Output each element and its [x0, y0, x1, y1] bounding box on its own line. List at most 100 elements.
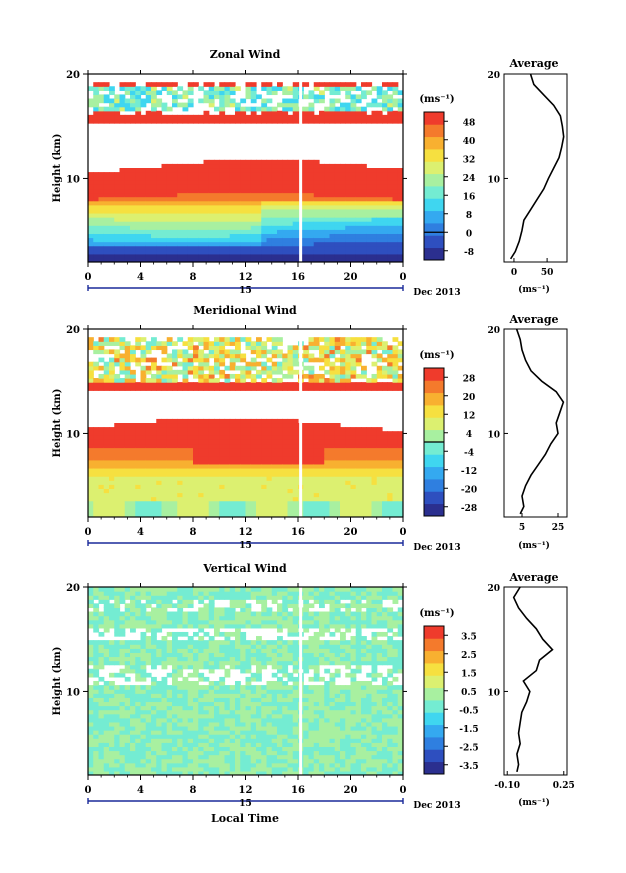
heatmap-cell	[145, 500, 152, 506]
heatmap-cell	[329, 365, 336, 371]
heatmap-cell	[235, 176, 241, 181]
heatmap-cell	[172, 709, 178, 715]
colorbar-swatch	[424, 479, 444, 492]
heatmap-cell	[376, 447, 383, 453]
heatmap-cell	[98, 595, 105, 600]
heatmap-cell	[177, 184, 184, 190]
heatmap-cell	[334, 225, 341, 230]
heatmap-cell	[282, 196, 289, 202]
heatmap-cell	[261, 204, 268, 210]
heatmap-cell	[282, 423, 289, 428]
heatmap-cell	[229, 463, 236, 469]
heatmap-cell	[109, 640, 115, 645]
heatmap-cell	[235, 204, 241, 210]
heatmap-cell	[219, 431, 226, 436]
heatmap-cell	[235, 241, 241, 247]
heatmap-cell	[208, 118, 215, 124]
heatmap-cell	[198, 672, 205, 678]
heatmap-cell	[198, 180, 205, 185]
heatmap-cell	[376, 208, 383, 214]
heatmap-cell	[140, 607, 147, 613]
heatmap-cell	[93, 341, 100, 346]
zonal-title: Zonal Wind	[210, 48, 281, 61]
colorbar-swatch	[424, 466, 444, 480]
heatmap-cell	[324, 361, 331, 367]
heatmap-cell	[303, 435, 310, 440]
heatmap-cell	[88, 750, 94, 756]
heatmap-cell	[219, 94, 226, 100]
heatmap-cell	[135, 427, 142, 432]
heatmap-cell	[334, 114, 341, 120]
heatmap-cell	[245, 435, 252, 440]
heatmap-cell	[119, 257, 126, 262]
heatmap-cell	[103, 249, 110, 255]
heatmap-cell	[350, 508, 357, 514]
heatmap-cell	[88, 257, 94, 262]
heatmap-cell	[224, 184, 231, 190]
heatmap-cell	[340, 184, 346, 190]
heatmap-cell	[130, 591, 136, 596]
heatmap-cell	[109, 623, 115, 629]
heatmap-cell	[366, 90, 373, 96]
heatmap-cell	[135, 455, 142, 461]
heatmap-cell	[235, 459, 241, 465]
heatmap-cell	[151, 611, 157, 617]
heatmap-cell	[193, 349, 199, 355]
heatmap-cell	[361, 455, 367, 461]
heatmap-cell	[166, 611, 173, 617]
heatmap-cell	[266, 435, 273, 440]
heatmap-cell	[166, 86, 173, 91]
heatmap-cell	[198, 337, 205, 342]
heatmap-cell	[145, 172, 152, 177]
heatmap-cell	[93, 615, 100, 621]
heatmap-cell	[166, 619, 173, 625]
heatmap-cell	[135, 754, 142, 760]
heatmap-cell	[350, 361, 357, 367]
heatmap-cell	[203, 353, 210, 359]
heatmap-cell	[256, 386, 262, 391]
heatmap-cell	[156, 463, 163, 469]
heatmap-cell	[203, 721, 210, 727]
heatmap-cell	[187, 423, 194, 428]
heatmap-cell	[229, 163, 236, 169]
heatmap-cell	[277, 168, 283, 173]
heatmap-cell	[135, 217, 142, 222]
heatmap-cell	[193, 730, 199, 735]
heatmap-cell	[224, 118, 231, 124]
heatmap-cell	[103, 681, 110, 686]
heatmap-cell	[240, 467, 247, 473]
heatmap-cell	[140, 472, 147, 477]
heatmap-cell	[387, 463, 394, 469]
heatmap-cell	[166, 705, 173, 711]
heatmap-cell	[376, 217, 383, 222]
heatmap-cell	[119, 172, 126, 177]
heatmap-cell	[124, 758, 131, 764]
heatmap-cell	[114, 738, 121, 743]
heatmap-cell	[308, 508, 315, 514]
heatmap-cell	[229, 233, 236, 239]
heatmap-cell	[361, 435, 367, 440]
heatmap-cell	[151, 237, 157, 243]
heatmap-cell	[156, 447, 163, 453]
heatmap-cell	[345, 451, 352, 457]
heatmap-cell	[256, 200, 262, 206]
heatmap-cell	[387, 455, 394, 461]
heatmap-cell	[292, 208, 299, 214]
heatmap-cell	[308, 451, 315, 457]
heatmap-cell	[208, 237, 215, 243]
heatmap-cell	[119, 738, 126, 743]
heatmap-cell	[350, 237, 357, 243]
heatmap-cell	[308, 110, 315, 116]
heatmap-cell	[397, 455, 403, 461]
heatmap-cell	[140, 373, 147, 379]
heatmap-cell	[172, 676, 178, 682]
heatmap-cell	[145, 447, 152, 453]
heatmap-cell	[145, 200, 152, 206]
colorbar-swatch	[424, 186, 444, 199]
heatmap-cell	[88, 341, 94, 346]
heatmap-cell	[109, 607, 115, 613]
heatmap-cell	[198, 200, 205, 206]
heatmap-cell	[219, 163, 226, 169]
heatmap-cell	[245, 361, 252, 367]
heatmap-cell	[308, 106, 315, 112]
